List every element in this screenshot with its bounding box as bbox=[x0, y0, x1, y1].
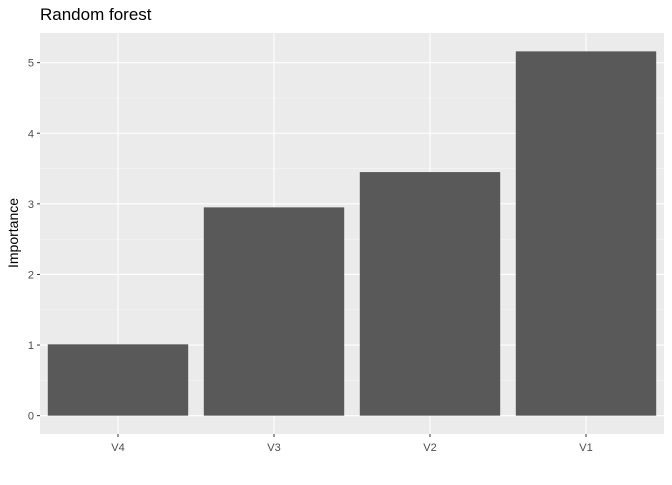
x-tick-label: V4 bbox=[111, 442, 124, 454]
y-axis: 0 1 2 3 4 5 bbox=[28, 58, 40, 423]
bar-v4 bbox=[47, 344, 189, 416]
x-axis: V4 V3 V2 V1 bbox=[111, 434, 593, 454]
y-tick-label: 3 bbox=[28, 199, 34, 211]
y-tick-label: 5 bbox=[28, 58, 34, 70]
y-tick-label: 0 bbox=[28, 411, 34, 423]
bars bbox=[47, 51, 657, 416]
x-tick-label: V1 bbox=[579, 442, 592, 454]
y-tick-label: 4 bbox=[28, 128, 34, 140]
bar-v3 bbox=[203, 207, 345, 416]
y-axis-title: Importance bbox=[5, 198, 21, 268]
chart-title: Random forest bbox=[40, 5, 152, 24]
y-tick-label: 2 bbox=[28, 269, 34, 281]
bar-v1 bbox=[515, 51, 657, 416]
bar-v2 bbox=[359, 172, 501, 416]
x-tick-label: V3 bbox=[267, 442, 280, 454]
x-tick-label: V2 bbox=[423, 442, 436, 454]
y-tick-label: 1 bbox=[28, 340, 34, 352]
